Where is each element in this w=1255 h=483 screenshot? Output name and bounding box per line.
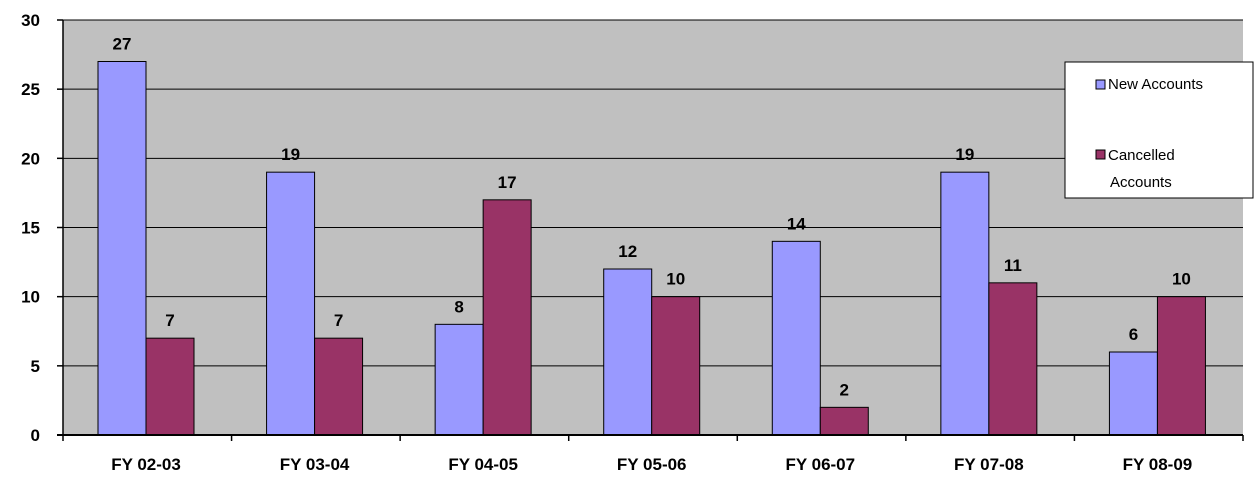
x-tick-label-7: FY 08-09	[1123, 455, 1193, 474]
y-tick-label-10: 10	[21, 288, 40, 307]
data-label-cancelled-7: 10	[1172, 270, 1191, 289]
x-tick-labels: FY 02-03 FY 03-04 FY 04-05 FY 05-06 FY 06-07…	[111, 455, 1192, 474]
y-tick-label-25: 25	[21, 80, 40, 99]
x-tick-label-2: FY 03-04	[280, 455, 350, 474]
data-label-cancelled-3: 17	[498, 173, 517, 192]
legend-swatch-cancelled-accounts	[1095, 149, 1106, 160]
x-tick-label-4: FY 05-06	[617, 455, 687, 474]
bar-new-2	[266, 171, 316, 436]
legend-swatch-new-accounts	[1095, 79, 1106, 90]
legend-label-new-accounts: New Accounts	[1108, 76, 1203, 93]
bar-cancelled-1	[145, 337, 195, 436]
bar-cancelled-3	[482, 199, 532, 436]
bar-new-4	[603, 268, 653, 436]
bar-new-3	[434, 323, 484, 436]
data-label-cancelled-5: 2	[840, 380, 849, 399]
bar-new-7	[1108, 351, 1158, 436]
bar-new-6	[940, 171, 990, 436]
data-label-cancelled-4: 10	[666, 270, 685, 289]
data-label-new-1: 27	[113, 35, 132, 54]
data-label-new-5: 14	[787, 214, 806, 233]
bars	[97, 61, 1206, 436]
data-label-new-4: 12	[618, 242, 637, 261]
x-tick-label-5: FY 06-07	[785, 455, 855, 474]
legend-label-cancelled-accounts: Cancelled Accounts	[1108, 147, 1175, 191]
bar-cancelled-2	[314, 337, 364, 436]
x-tick-label-1: FY 02-03	[111, 455, 181, 474]
bar-new-1	[97, 61, 147, 436]
data-label-cancelled-1: 7	[165, 311, 174, 330]
data-labels: 27 7 19 7 8 17 12 10 14 2 19 11 6 10	[113, 35, 1191, 400]
data-label-new-2: 19	[281, 145, 300, 164]
bar-cancelled-5	[819, 406, 869, 436]
x-tick-label-3: FY 04-05	[448, 455, 518, 474]
bar-cancelled-6	[988, 282, 1038, 436]
y-tick-label-0: 0	[31, 426, 40, 445]
y-tick-label-5: 5	[31, 357, 40, 376]
y-tick-label-15: 15	[21, 219, 40, 238]
data-label-new-7: 6	[1129, 325, 1138, 344]
x-tick-label-6: FY 07-08	[954, 455, 1024, 474]
y-tick-labels: 0 5 10 15 20 25 30	[21, 11, 40, 445]
bar-new-5	[771, 240, 821, 436]
y-tick-label-30: 30	[21, 11, 40, 30]
bar-cancelled-7	[1156, 296, 1206, 436]
data-label-new-6: 19	[955, 145, 974, 164]
axes	[57, 19, 1244, 441]
data-label-new-3: 8	[454, 297, 463, 316]
legend: New Accounts Cancelled Accounts	[1064, 61, 1254, 199]
y-tick-label-20: 20	[21, 149, 40, 168]
data-label-cancelled-6: 11	[1004, 256, 1022, 275]
data-label-cancelled-2: 7	[334, 311, 343, 330]
bar-cancelled-4	[651, 296, 701, 436]
